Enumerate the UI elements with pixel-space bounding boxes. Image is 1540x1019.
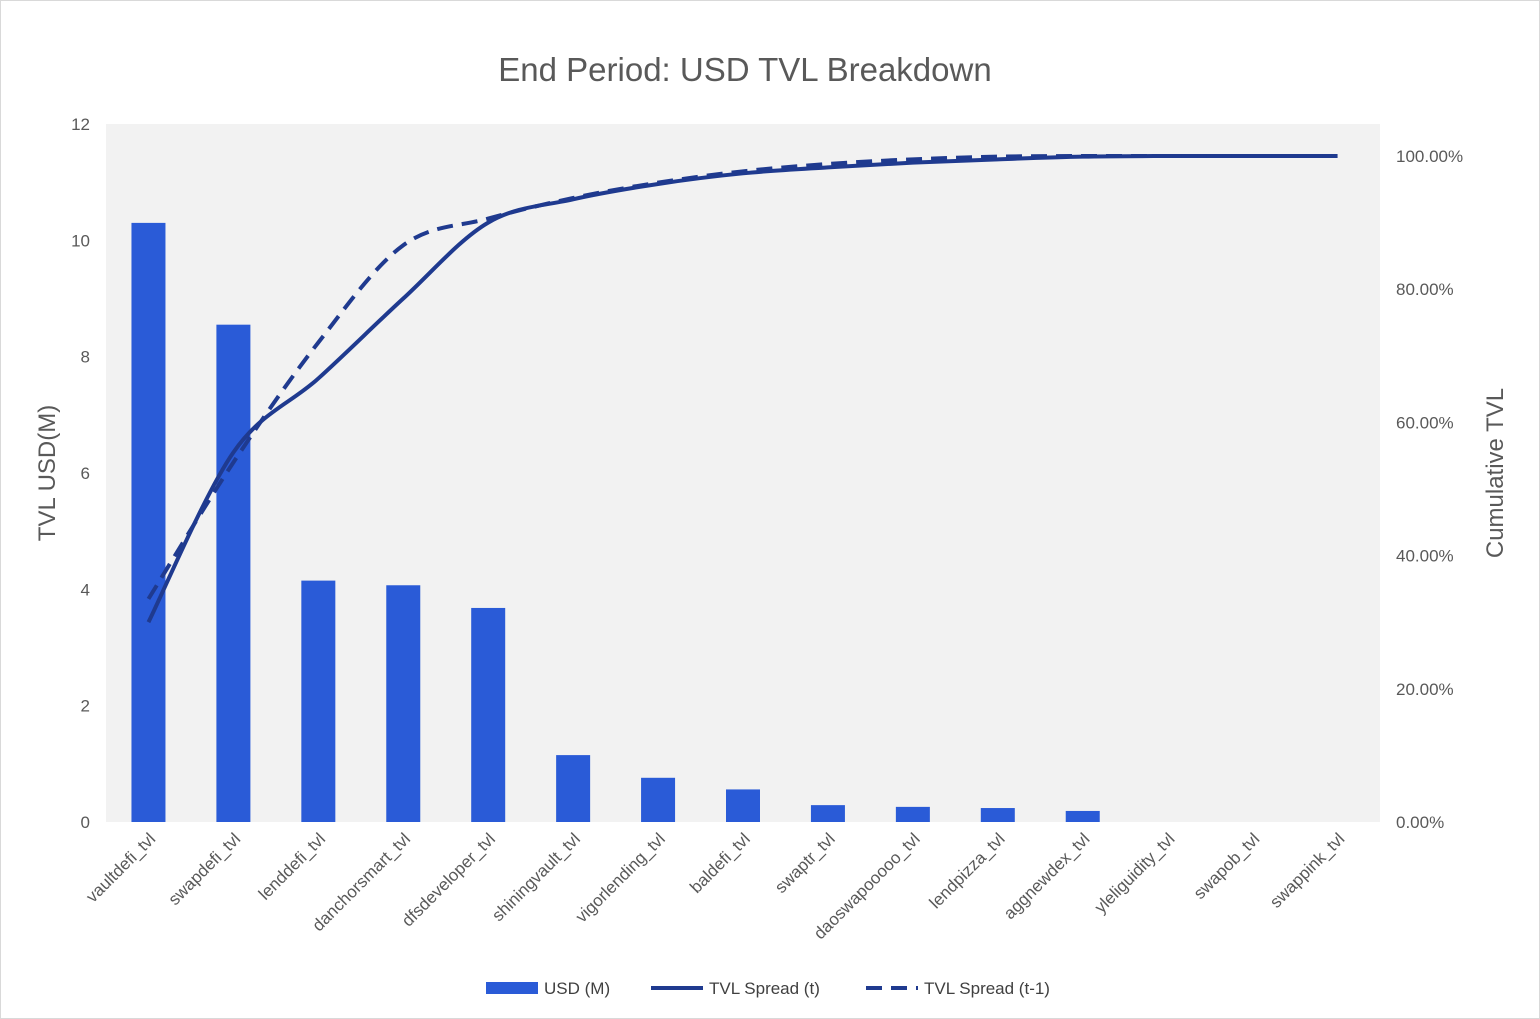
y-tick-label: 0 xyxy=(81,813,90,832)
x-tick-label: yleliguidity_tvl xyxy=(1091,829,1179,917)
bar xyxy=(216,324,251,822)
legend-label: TVL Spread (t-1) xyxy=(924,979,1050,998)
legend-label: USD (M) xyxy=(544,979,610,998)
bar xyxy=(386,585,421,822)
bar xyxy=(556,755,591,822)
y2-tick-label: 0.00% xyxy=(1396,813,1444,832)
bar-series xyxy=(131,222,1100,823)
y-axis-title: TVL USD(M) xyxy=(34,405,61,541)
y-tick-label: 12 xyxy=(71,115,90,134)
legend-swatch-bar xyxy=(486,982,538,994)
line-series xyxy=(146,153,1338,624)
y-axis-ticks: 0 2 4 6 8 10 12 xyxy=(71,115,90,832)
y2-tick-label: 60.00% xyxy=(1396,413,1454,432)
bar xyxy=(980,808,1015,822)
legend-label: TVL Spread (t) xyxy=(709,979,820,998)
x-tick-label: swapob_tvl xyxy=(1190,829,1264,903)
x-tick-label: lenddefi_tvl xyxy=(255,829,329,903)
x-tick-label: baldefi_tvl xyxy=(686,829,754,897)
x-tick-label: swappink_tvl xyxy=(1266,829,1348,911)
x-tick-label: dfsdeveloper_tvl xyxy=(398,829,499,930)
y2-tick-label: 20.00% xyxy=(1396,680,1454,699)
x-tick-label: swapdefi_tvl xyxy=(165,829,245,909)
y2-tick-label: 40.00% xyxy=(1396,547,1454,566)
x-axis-ticks: vaultdefi_tvl swapdefi_tvl lenddefi_tvldan… xyxy=(82,829,1348,943)
bar xyxy=(726,789,760,822)
x-tick-label: aggnewdex_tvl xyxy=(1000,829,1094,923)
y-tick-label: 6 xyxy=(81,464,90,483)
chart-title: End Period: USD TVL Breakdown xyxy=(498,51,991,88)
bar xyxy=(895,806,930,822)
plot-area xyxy=(106,124,1380,822)
x-tick-label: vaultdefi_tvl xyxy=(82,829,159,906)
line-tvl-spread-t-minus-1 xyxy=(146,153,1338,600)
x-tick-label: vigorlending_tvl xyxy=(572,829,669,926)
y2-axis-title: Cumulative TVL xyxy=(1482,388,1509,558)
x-tick-label: shiningvault_tvl xyxy=(488,829,584,925)
y2-axis-ticks: 0.00% 20.00% 40.00% 60.00% 80.00% 100.00% xyxy=(1396,147,1463,832)
legend: USD (M) TVL Spread (t) TVL Spread (t-1) xyxy=(486,979,1050,998)
bar xyxy=(1065,810,1100,822)
y-tick-label: 8 xyxy=(81,348,90,367)
bar xyxy=(471,607,506,822)
y-tick-label: 2 xyxy=(81,697,90,716)
y-tick-label: 4 xyxy=(81,580,90,599)
bar xyxy=(301,580,336,822)
bar xyxy=(641,777,676,822)
x-tick-label: lendpizza_tvl xyxy=(926,829,1009,912)
y-tick-label: 10 xyxy=(71,231,90,250)
x-tick-label: swaptr_tvl xyxy=(771,829,839,897)
y2-tick-label: 80.00% xyxy=(1396,280,1454,299)
bar xyxy=(131,222,166,823)
y2-tick-label: 100.00% xyxy=(1396,147,1463,166)
bar xyxy=(810,805,845,822)
